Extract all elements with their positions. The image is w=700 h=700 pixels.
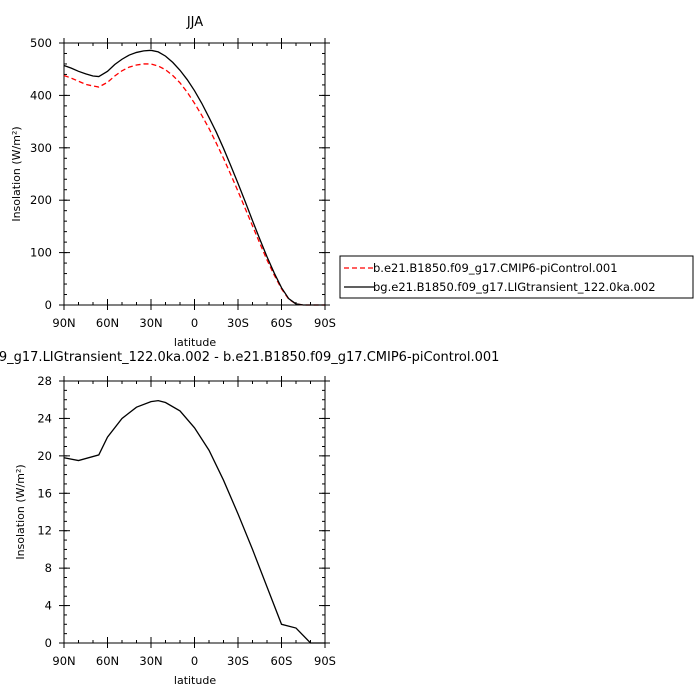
bottom-y-tick-label: 24: [37, 411, 52, 425]
top-yaxis-label: Insolation (W/m²): [10, 126, 23, 221]
bottom-x-tick-label: 0: [191, 654, 198, 668]
bottom-y-tick-label: 0: [45, 636, 52, 650]
bottom-x-tick-label: 60S: [271, 654, 293, 668]
legend-label-picontrol: b.e21.B1850.f09_g17.CMIP6-piControl.001: [373, 261, 618, 275]
bottom-series-line-0: [63, 399, 325, 644]
top-series-lines: [63, 49, 325, 306]
bottom-plot-area: 90N 60N 30N 0 30S 60S 90S 0 4 8 12 16 20 24 28: [37, 374, 336, 668]
legend: b.e21.B1850.f09_g17.CMIP6-piControl.001 …: [339, 255, 694, 299]
top-x-tick-label: 90S: [314, 316, 336, 330]
top-xaxis-label: latitude: [174, 336, 216, 349]
top-x-tick-label: 0: [191, 316, 198, 330]
legend-box: [339, 255, 694, 299]
top-plot-area: 90N 60N 30N 0 30S 60S 90S 0 100 200 300 400 500: [30, 36, 336, 330]
bottom-x-tick-label: 90N: [52, 654, 75, 668]
bottom-x-tick-label: 30S: [227, 654, 249, 668]
bottom-y-tick-label: 20: [37, 449, 52, 463]
bottom-y-tick-label: 4: [45, 599, 52, 613]
bottom-xaxis-label: latitude: [174, 674, 216, 687]
top-x-tick-label: 60N: [96, 316, 119, 330]
top-y-tick-label: 300: [30, 141, 52, 155]
bottom-y-tick-label: 16: [37, 486, 52, 500]
legend-label-ligtransient: bg.e21.B1850.f09_g17.LIGtransient_122.0k…: [373, 280, 656, 294]
bottom-plot-frame: [63, 380, 326, 644]
bottom-y-tick-label: 8: [45, 561, 52, 575]
bottom-x-tick-label: 30N: [139, 654, 162, 668]
bottom-chart-title: bg.e21.B1850.f09_g17.LIGtransient_122.0k…: [0, 350, 499, 365]
top-y-tick-label: 100: [30, 246, 52, 260]
bottom-axis-ticks: 90N 60N 30N 0 30S 60S 90S 0 4 8 12 16 20 24 28: [37, 374, 336, 668]
bottom-x-tick-label: 60N: [96, 654, 119, 668]
top-x-tick-label: 60S: [271, 316, 293, 330]
top-x-tick-label: 90N: [52, 316, 75, 330]
top-series-line-0: [63, 63, 325, 306]
bottom-y-tick-label: 28: [37, 374, 52, 388]
bottom-x-tick-label: 90S: [314, 654, 336, 668]
top-series-line-1: [63, 49, 325, 306]
top-chart-title: JJA: [186, 15, 203, 30]
top-y-tick-label: 500: [30, 36, 52, 50]
top-x-tick-label: 30S: [227, 316, 249, 330]
bottom-y-tick-label: 12: [37, 524, 52, 538]
top-axis-ticks: 90N 60N 30N 0 30S 60S 90S 0 100 200 300 400 500: [30, 36, 336, 330]
top-y-tick-label: 0: [45, 298, 52, 312]
top-y-tick-label: 200: [30, 193, 52, 207]
bottom-series-lines: [63, 399, 325, 644]
bottom-yaxis-label: Insolation (W/m²): [14, 464, 27, 559]
top-x-tick-label: 30N: [139, 316, 162, 330]
top-plot-frame: [63, 42, 326, 306]
top-y-tick-label: 400: [30, 88, 52, 102]
